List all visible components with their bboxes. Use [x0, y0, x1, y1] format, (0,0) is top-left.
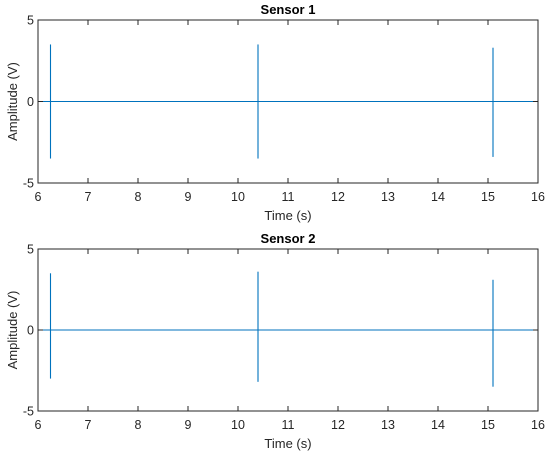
x-tick-label: 14: [431, 418, 445, 432]
x-axis-label: Time (s): [264, 436, 311, 451]
x-tick-label: 13: [381, 190, 395, 204]
chart-title: Sensor 1: [261, 2, 316, 17]
chart-sensor-1: Sensor 1 Time (s) Amplitude (V) 6 7 8 9 10 11…: [5, 2, 545, 223]
y-tick-label: 5: [27, 14, 34, 28]
chart-sensor-2: Sensor 2 Time (s) Amplitude (V) 6 7 8 9 10 11…: [5, 231, 545, 451]
x-tick-label: 10: [231, 190, 245, 204]
x-tick-label: 12: [331, 190, 345, 204]
x-tick-label: 10: [231, 418, 245, 432]
x-tick-label: 14: [431, 190, 445, 204]
x-tick-label: 11: [282, 190, 295, 204]
x-tick-label: 8: [135, 418, 142, 432]
y-tick-label: 0: [27, 324, 34, 338]
x-tick-label: 16: [531, 418, 545, 432]
y-tick-label: 5: [27, 243, 34, 257]
y-tick-label: -5: [23, 177, 34, 191]
x-tick-label: 9: [185, 190, 192, 204]
x-tick-label: 8: [135, 190, 142, 204]
x-tick-label: 13: [381, 418, 395, 432]
x-tick-label: 7: [85, 418, 92, 432]
y-tick-label: -5: [23, 405, 34, 419]
x-tick-label: 7: [85, 190, 92, 204]
x-tick-label: 16: [531, 190, 545, 204]
y-tick-label: 0: [27, 95, 34, 109]
x-tick-label: 12: [331, 418, 345, 432]
x-tick-label: 9: [185, 418, 192, 432]
x-tick-label: 6: [35, 190, 42, 204]
y-axis-label: Amplitude (V): [5, 62, 20, 141]
x-tick-label: 15: [481, 190, 495, 204]
y-axis-label: Amplitude (V): [5, 291, 20, 370]
x-tick-label: 6: [35, 418, 42, 432]
x-axis-label: Time (s): [264, 208, 311, 223]
chart-title: Sensor 2: [261, 231, 316, 246]
x-tick-label: 11: [282, 418, 295, 432]
x-tick-label: 15: [481, 418, 495, 432]
